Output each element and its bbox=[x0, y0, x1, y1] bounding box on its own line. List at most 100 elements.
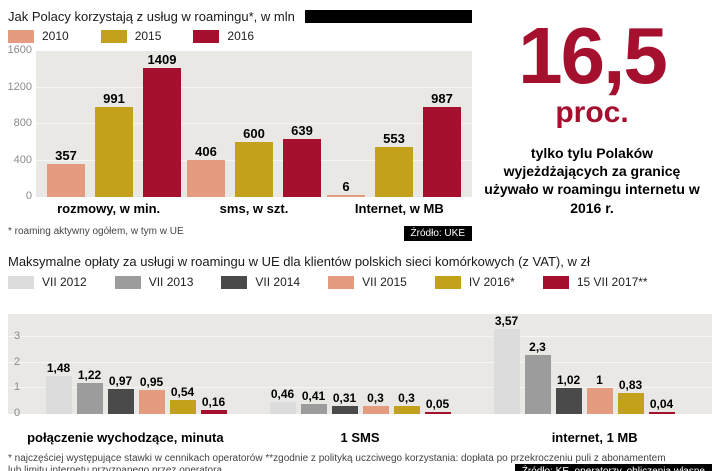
bar bbox=[107, 389, 134, 414]
bar-value-label: 0,04 bbox=[649, 397, 674, 411]
bar bbox=[76, 382, 103, 414]
bar bbox=[327, 195, 365, 197]
bar-value-label: 1 bbox=[596, 373, 603, 388]
bar bbox=[187, 159, 225, 197]
legend-label: VII 2015 bbox=[362, 275, 407, 289]
category-label: Internet, w MB bbox=[354, 201, 444, 216]
bar-value-label: 639 bbox=[291, 122, 313, 138]
bar bbox=[648, 412, 675, 414]
bar bbox=[138, 389, 165, 414]
legend-item: 2010 bbox=[8, 29, 69, 43]
bar-wrap: 0,46 bbox=[269, 314, 296, 414]
bar-value-label: 2,3 bbox=[529, 340, 546, 355]
legend-swatch bbox=[8, 275, 34, 289]
bar bbox=[393, 406, 420, 414]
legend-item: IV 2016* bbox=[434, 275, 515, 289]
legend-swatch bbox=[328, 275, 355, 289]
bar-wrap: 987 bbox=[423, 51, 461, 197]
bar-wrap: 0,95 bbox=[138, 314, 165, 414]
y-axis-tick: 800 bbox=[13, 117, 32, 129]
bottom-chart-category-labels: połączenie wychodzące, minuta 1 SMS intern… bbox=[8, 426, 712, 445]
top-chart-title: Jak Polacy korzystają z usług w roamingu… bbox=[8, 8, 295, 24]
bar-value-label: 0,16 bbox=[201, 394, 226, 409]
bottom-chart-title-row: Maksymalne opłaty za usługi w roamingu w… bbox=[8, 253, 712, 269]
bar bbox=[300, 403, 327, 414]
bottom-chart-source: Źródło: KE, operatorzy, obliczenia własn… bbox=[514, 464, 712, 471]
top-chart-legend: 2010 2015 2016 bbox=[8, 28, 472, 44]
bar-value-label: 357 bbox=[55, 148, 77, 164]
bar-wrap: 1,48 bbox=[45, 314, 72, 414]
bottom-chart-y-axis: 3 2 1 0 bbox=[14, 314, 30, 419]
bar-wrap: 2,3 bbox=[524, 314, 551, 414]
bar bbox=[555, 387, 582, 414]
legend-item: 15 VII 2017** bbox=[542, 275, 648, 289]
bar-value-label: 0,46 bbox=[270, 387, 295, 402]
bar-wrap: 0,05 bbox=[424, 314, 451, 414]
legend-label: IV 2016* bbox=[468, 275, 515, 289]
y-axis-tick: 3 bbox=[14, 330, 21, 343]
bar-wrap: 3,57 bbox=[493, 314, 520, 414]
bar-wrap: 1 bbox=[586, 314, 613, 414]
bar-wrap: 0,83 bbox=[617, 314, 644, 414]
legend-item: VII 2014 bbox=[221, 275, 300, 289]
legend-item: 2016 bbox=[193, 29, 254, 43]
legend-label: VII 2014 bbox=[255, 275, 301, 289]
legend-swatch bbox=[100, 29, 127, 43]
bar bbox=[524, 355, 551, 414]
bottom-chart-plot: 3 2 1 0 1,48 1,22 0,97 0,95 0,54 0,16 0,46 0,41 0,3… bbox=[8, 302, 712, 419]
bar bbox=[283, 138, 321, 197]
bar-value-label: 600 bbox=[243, 126, 265, 142]
gridline bbox=[8, 336, 712, 338]
bar-wrap: 6 bbox=[327, 51, 365, 197]
top-chart: Jak Polacy korzystają z usług w roamingu… bbox=[8, 8, 472, 241]
bar-wrap: 0,3 bbox=[393, 314, 420, 414]
bar bbox=[45, 376, 72, 414]
bottom-chart-plot-area: 3 2 1 0 1,48 1,22 0,97 0,95 0,54 0,16 0,46 0,41 0,3… bbox=[8, 314, 712, 419]
bar-wrap: 0,04 bbox=[648, 314, 675, 414]
bar-value-label: 0,3 bbox=[398, 391, 415, 406]
bar-wrap: 0,41 bbox=[300, 314, 327, 414]
bar-group: 357 991 1409 bbox=[47, 51, 181, 197]
category-label: rozmowy, w min. bbox=[57, 201, 161, 216]
bar-value-label: 0,97 bbox=[108, 374, 133, 389]
bar-value-label: 6 bbox=[342, 179, 350, 194]
top-chart-plot: 1600 1200 800 400 0 357 991 1409 406 600 639 6 553 9… bbox=[7, 44, 472, 202]
bar-group: 3,57 2,3 1,02 1 0,83 0,04 bbox=[493, 314, 675, 414]
highlight-description: tylko tylu Polaków wyjeżdżających za gra… bbox=[484, 145, 700, 216]
bar-value-label: 987 bbox=[431, 90, 453, 106]
bar bbox=[375, 146, 413, 197]
bar bbox=[47, 164, 85, 197]
bottom-chart-title: Maksymalne opłaty za usługi w roamingu w… bbox=[8, 253, 590, 269]
top-chart-title-row: Jak Polacy korzystają z usług w roamingu… bbox=[8, 8, 472, 24]
legend-label: 2010 bbox=[42, 29, 69, 43]
top-chart-plot-area: 357 991 1409 406 600 639 6 553 987 bbox=[36, 51, 472, 197]
category-label: połączenie wychodzące, minuta bbox=[27, 430, 224, 445]
bar bbox=[143, 68, 181, 197]
legend-swatch bbox=[193, 29, 220, 43]
bar-group: 6 553 987 bbox=[327, 51, 461, 197]
legend-label: VII 2012 bbox=[42, 275, 87, 289]
bar bbox=[617, 392, 644, 414]
bar bbox=[362, 406, 389, 414]
bar-value-label: 0,3 bbox=[367, 391, 384, 406]
bar-wrap: 0,3 bbox=[362, 314, 389, 414]
bottom-chart-footnote: * najczęściej występujące stawki w cenni… bbox=[8, 453, 666, 471]
bottom-chart: Maksymalne opłaty za usługi w roamingu w… bbox=[8, 253, 712, 471]
legend-swatch bbox=[221, 275, 248, 289]
bars-container: 1,48 1,22 0,97 0,95 0,54 0,16 0,46 0,41 0,31 0,3 0… bbox=[8, 314, 712, 414]
y-axis-tick: 1600 bbox=[7, 44, 32, 56]
legend-item: VII 2015 bbox=[328, 275, 407, 289]
bar-value-label: 553 bbox=[383, 130, 405, 146]
y-axis-tick: 1200 bbox=[7, 80, 32, 93]
y-axis-tick: 2 bbox=[14, 355, 21, 368]
bar-group: 0,46 0,41 0,31 0,3 0,3 0,05 bbox=[269, 314, 451, 414]
bar-value-label: 0,54 bbox=[170, 385, 195, 400]
bar-value-label: 1,22 bbox=[77, 367, 102, 382]
top-chart-category-labels: rozmowy, w min. sms, w szt. Internet, w MB bbox=[36, 197, 472, 216]
bar-wrap: 553 bbox=[375, 51, 413, 197]
bar bbox=[269, 402, 296, 414]
bar-wrap: 600 bbox=[235, 51, 273, 197]
y-axis-tick: 400 bbox=[13, 153, 32, 166]
bar-wrap: 0,31 bbox=[331, 314, 358, 414]
